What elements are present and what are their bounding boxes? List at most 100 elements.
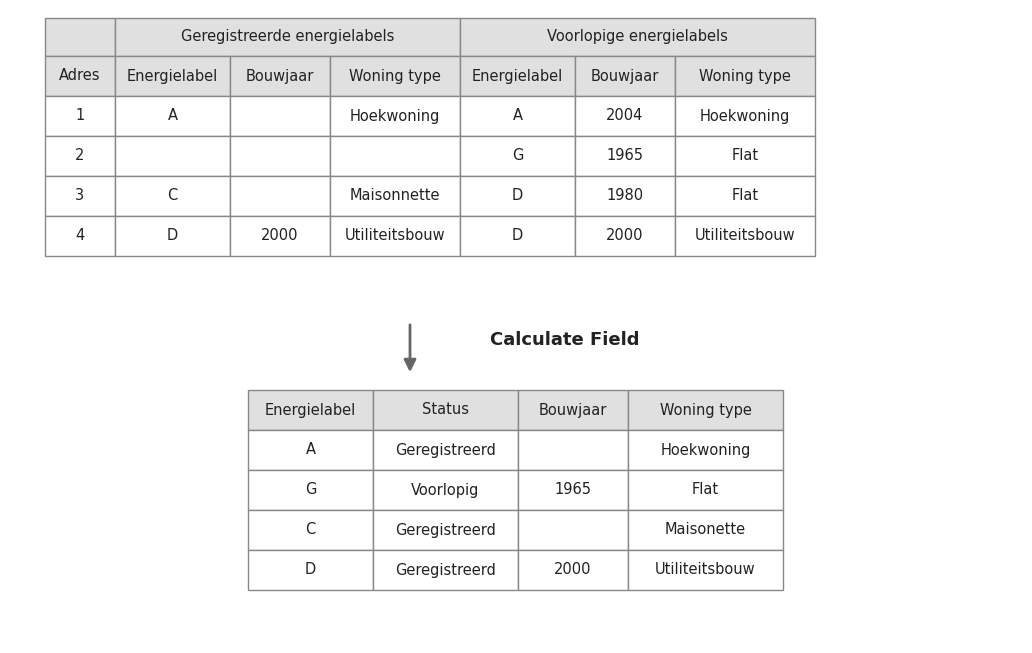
Bar [460,136,575,176]
Bar [248,470,373,510]
Text: A: A [167,108,178,123]
Text: 3: 3 [75,189,85,204]
Bar [248,510,373,550]
Bar [115,176,230,216]
Text: Adres: Adres [59,69,101,84]
Bar [575,96,675,136]
Bar [518,510,628,550]
Text: Geregistreerd: Geregistreerd [395,443,496,458]
Bar [230,136,330,176]
Text: 1965: 1965 [607,148,644,163]
Text: Flat: Flat [732,148,759,163]
Bar [330,176,460,216]
Bar [675,96,815,136]
Text: 2000: 2000 [554,562,591,577]
Text: 2000: 2000 [261,229,298,244]
Bar [628,390,783,430]
Bar [248,430,373,470]
Bar [230,216,330,256]
Bar [373,430,518,470]
Text: Status: Status [422,402,469,417]
Bar [230,176,330,216]
Bar [373,390,518,430]
Text: Woning type: Woning type [349,69,441,84]
Bar [330,56,460,96]
Text: 4: 4 [75,229,85,244]
Bar [675,56,815,96]
Text: Bouwjaar: Bouwjaar [246,69,314,84]
Bar [460,96,575,136]
Bar [460,18,815,56]
Text: D: D [167,229,179,244]
Text: Woning type: Woning type [659,402,751,417]
Text: 1980: 1980 [607,189,644,204]
Text: Utiliteitsbouw: Utiliteitsbouw [345,229,446,244]
Text: Calculate Field: Calculate Field [490,331,640,349]
Bar [460,216,575,256]
Bar [575,216,675,256]
Text: Geregistreerde energielabels: Geregistreerde energielabels [181,29,394,44]
Bar [248,390,373,430]
Text: D: D [512,189,523,204]
Text: Energielabel: Energielabel [265,402,356,417]
Bar [460,176,575,216]
Text: D: D [304,562,316,577]
Bar [248,550,373,590]
Text: 1965: 1965 [554,483,591,498]
Bar [373,510,518,550]
Text: D: D [512,229,523,244]
Text: Flat: Flat [732,189,759,204]
Text: Utiliteitsbouw: Utiliteitsbouw [655,562,755,577]
Text: Geregistreerd: Geregistreerd [395,562,496,577]
Bar [330,216,460,256]
Text: Hoekwoning: Hoekwoning [660,443,750,458]
Bar [45,176,115,216]
Text: Utiliteitsbouw: Utiliteitsbouw [695,229,796,244]
Bar [45,56,115,96]
Bar [45,18,115,56]
Text: Bouwjaar: Bouwjaar [539,402,607,417]
Text: A: A [513,108,522,123]
Bar [518,550,628,590]
Bar [575,136,675,176]
Text: Hoekwoning: Hoekwoning [350,108,441,123]
Bar [675,136,815,176]
Text: Woning type: Woning type [699,69,791,84]
Bar [518,430,628,470]
Text: Bouwjaar: Bouwjaar [590,69,659,84]
Text: C: C [305,522,316,537]
Bar [115,136,230,176]
Text: 1: 1 [75,108,85,123]
Bar [230,56,330,96]
Bar [45,96,115,136]
Bar [628,470,783,510]
Text: G: G [512,148,523,163]
Bar [518,470,628,510]
Bar [628,510,783,550]
Bar [115,216,230,256]
Bar [115,96,230,136]
Text: Flat: Flat [691,483,719,498]
Bar [115,18,460,56]
Bar [45,216,115,256]
Text: Hoekwoning: Hoekwoning [700,108,791,123]
Bar [628,430,783,470]
Bar [330,96,460,136]
Text: Energielabel: Energielabel [127,69,218,84]
Bar [518,390,628,430]
Text: Geregistreerd: Geregistreerd [395,522,496,537]
Bar [373,470,518,510]
Text: Voorlopig: Voorlopig [412,483,480,498]
Bar [230,96,330,136]
Bar [330,136,460,176]
Bar [675,216,815,256]
Text: Energielabel: Energielabel [472,69,563,84]
Text: G: G [304,483,316,498]
Bar [575,176,675,216]
Bar [460,56,575,96]
Bar [575,56,675,96]
Text: Voorlopige energielabels: Voorlopige energielabels [547,29,728,44]
Bar [675,176,815,216]
Bar [45,136,115,176]
Bar [373,550,518,590]
